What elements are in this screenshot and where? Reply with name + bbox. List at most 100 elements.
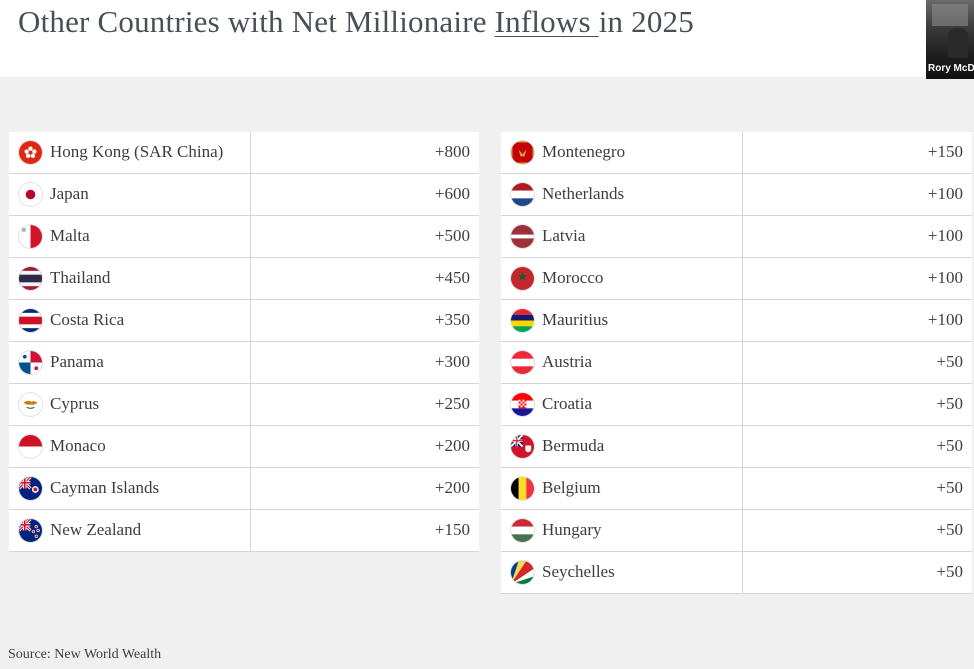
country-name: Latvia <box>542 226 586 245</box>
inflow-value: +50 <box>936 436 963 455</box>
participant-video-tile[interactable]: Rory McD <box>926 0 974 79</box>
inflow-value: +100 <box>927 184 963 203</box>
inflow-value: +200 <box>434 478 470 497</box>
table-row: New Zealand +150 <box>9 510 479 552</box>
column-divider <box>250 216 251 257</box>
montenegro-flag-icon <box>511 141 534 164</box>
country-name: Belgium <box>542 478 601 497</box>
inflow-value: +450 <box>434 268 470 287</box>
table-row: Montenegro +150 <box>501 132 972 174</box>
country-name: Costa Rica <box>50 310 125 329</box>
column-divider <box>250 258 251 299</box>
country-name: Panama <box>50 352 104 371</box>
column-divider <box>742 510 743 551</box>
costa-rica-flag-icon <box>19 309 42 332</box>
country-name: Cyprus <box>50 394 100 413</box>
table-row: Costa Rica +350 <box>9 300 479 342</box>
column-divider <box>742 426 743 467</box>
title-underlined-word: Inflows <box>494 4 599 39</box>
column-divider <box>742 468 743 509</box>
video-background <box>932 4 968 26</box>
country-name: Hungary <box>542 520 602 539</box>
croatia-flag-icon <box>511 393 534 416</box>
inflow-value: +50 <box>936 520 963 539</box>
column-divider <box>250 384 251 425</box>
panama-flag-icon <box>19 351 42 374</box>
table-row: Bermuda +50 <box>501 426 972 468</box>
inflow-value: +200 <box>434 436 470 455</box>
belgium-flag-icon <box>511 477 534 500</box>
column-divider <box>250 342 251 383</box>
title-text: Other Countries with Net Millionaire <box>18 4 495 39</box>
country-name: Netherlands <box>542 184 625 203</box>
column-divider <box>742 552 743 593</box>
inflow-value: +100 <box>927 310 963 329</box>
inflows-table-right: Montenegro +150 Netherlands +100 Latvia +100 M… <box>501 132 972 594</box>
inflow-value: +350 <box>434 310 470 329</box>
table-row: Hungary +50 <box>501 510 972 552</box>
monaco-flag-icon <box>19 435 42 458</box>
column-divider <box>742 132 743 173</box>
column-divider <box>742 216 743 257</box>
inflow-value: +50 <box>936 562 963 581</box>
hungary-flag-icon <box>511 519 534 542</box>
mauritius-flag-icon <box>511 309 534 332</box>
table-row: Mauritius +100 <box>501 300 972 342</box>
country-name: Cayman Islands <box>50 478 160 497</box>
column-divider <box>742 384 743 425</box>
column-divider <box>250 468 251 509</box>
table-row: Latvia +100 <box>501 216 972 258</box>
thailand-flag-icon <box>19 267 42 290</box>
inflow-value: +100 <box>927 226 963 245</box>
country-name: Montenegro <box>542 142 626 161</box>
slide-header: Other Countries with Net Millionaire Inf… <box>0 0 974 77</box>
inflow-value: +800 <box>434 142 470 161</box>
seychelles-flag-icon <box>511 561 534 584</box>
hong-kong-flag-icon <box>19 141 42 164</box>
table-row: Austria +50 <box>501 342 972 384</box>
country-name: Croatia <box>542 394 593 413</box>
table-row: Panama +300 <box>9 342 479 384</box>
inflows-table-left: Hong Kong (SAR China) +800 Japan +600 Malta +… <box>9 132 479 552</box>
column-divider <box>742 342 743 383</box>
country-name: Seychelles <box>542 562 615 581</box>
column-divider <box>742 258 743 299</box>
netherlands-flag-icon <box>511 183 534 206</box>
latvia-flag-icon <box>511 225 534 248</box>
inflow-value: +300 <box>434 352 470 371</box>
country-name: Mauritius <box>542 310 609 329</box>
country-name: Japan <box>50 184 89 203</box>
country-name: New Zealand <box>50 520 142 539</box>
inflow-value: +50 <box>936 394 963 413</box>
title-year: in 2025 <box>598 4 694 39</box>
table-row: Monaco +200 <box>9 426 479 468</box>
japan-flag-icon <box>19 183 42 206</box>
table-row: Malta +500 <box>9 216 479 258</box>
table-row: Morocco +100 <box>501 258 972 300</box>
country-name: Thailand <box>50 268 111 287</box>
table-row: Belgium +50 <box>501 468 972 510</box>
inflow-value: +150 <box>927 142 963 161</box>
source-note: Source: New World Wealth <box>8 647 162 662</box>
country-name: Malta <box>50 226 90 245</box>
country-name: Morocco <box>542 268 604 287</box>
column-divider <box>250 510 251 551</box>
table-row: Seychelles +50 <box>501 552 972 594</box>
inflow-value: +100 <box>927 268 963 287</box>
column-divider <box>742 174 743 215</box>
column-divider <box>250 132 251 173</box>
morocco-flag-icon <box>511 267 534 290</box>
participant-silhouette <box>948 28 968 58</box>
inflow-value: +250 <box>434 394 470 413</box>
new-zealand-flag-icon <box>19 519 42 542</box>
table-row: Japan +600 <box>9 174 479 216</box>
table-row: Croatia +50 <box>501 384 972 426</box>
country-name: Hong Kong (SAR China) <box>50 142 224 161</box>
column-divider <box>742 300 743 341</box>
table-row: Thailand +450 <box>9 258 479 300</box>
inflow-value: +150 <box>434 520 470 539</box>
bermuda-flag-icon <box>511 435 534 458</box>
table-row: Cyprus +250 <box>9 384 479 426</box>
cayman-islands-flag-icon <box>19 477 42 500</box>
participant-name: Rory McD <box>928 63 974 74</box>
